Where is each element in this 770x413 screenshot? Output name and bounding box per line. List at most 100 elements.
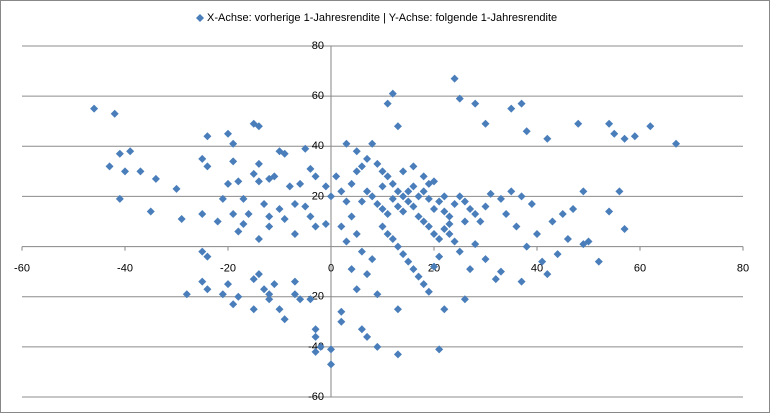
point [368,255,377,264]
point [373,290,382,299]
point [383,209,392,218]
point [620,225,629,234]
point [342,237,351,246]
point [548,217,557,226]
point [419,280,428,289]
point [605,119,614,128]
point [383,230,392,239]
point [357,247,366,256]
point [203,132,212,141]
point [435,235,444,244]
point [254,177,263,186]
point [543,134,552,143]
point [594,257,603,266]
point [445,212,454,221]
point [393,350,402,359]
point [265,290,274,299]
point [393,305,402,314]
x-tick-label: 80 [737,262,749,274]
point [126,147,135,156]
point [306,295,315,304]
point [337,307,346,316]
point [399,167,408,176]
point [115,149,124,158]
point [435,345,444,354]
point [419,172,428,181]
point [522,127,531,136]
point [234,177,243,186]
point [254,270,263,279]
point [414,212,423,221]
point [280,315,289,324]
point [151,174,160,183]
point [424,179,433,188]
point [404,197,413,206]
point [460,197,469,206]
point [409,162,418,171]
point [471,209,480,218]
point [393,242,402,251]
point [311,222,320,231]
point [301,202,310,211]
point [471,99,480,108]
point [239,220,248,229]
legend-label: X-Achse: vorherige 1-Jahresrendite | Y-A… [207,12,557,24]
point [275,305,284,314]
point [491,275,500,284]
x-tick-label: -40 [117,262,133,274]
point [450,74,459,83]
point [311,347,320,356]
point [569,204,578,213]
point [455,247,464,256]
x-tick-label: 0 [328,262,334,274]
point [290,199,299,208]
point [409,182,418,191]
point [584,237,593,246]
x-tick-label: 60 [634,262,646,274]
point [198,277,207,286]
point [414,192,423,201]
point [327,192,335,201]
point [646,122,655,131]
point [399,207,408,216]
point [517,277,526,286]
point [182,290,191,299]
point [507,187,516,196]
point [347,179,356,188]
point [393,122,402,131]
point [512,222,521,231]
point [533,230,541,239]
point [383,99,392,108]
point [527,199,536,208]
point [249,169,258,178]
legend: X-Achse: vorherige 1-Jahresrendite | Y-A… [196,12,557,24]
point [363,332,372,341]
point [224,179,232,188]
point [481,202,490,211]
point [455,192,464,201]
point [332,172,341,181]
point [311,172,320,181]
point [419,217,428,226]
point [280,214,289,223]
point [610,129,619,138]
point [388,89,397,98]
point [296,295,305,304]
point [352,167,361,176]
point [502,209,511,218]
point [357,197,366,206]
point [393,187,402,196]
point [399,250,408,259]
point [306,212,315,221]
point [605,207,614,216]
point [481,255,490,264]
y-tick-label: -60 [308,391,324,403]
point [579,187,588,196]
point [203,252,212,261]
y-tick-label: 80 [312,40,324,52]
point [378,222,387,231]
point [280,149,289,158]
point [373,199,382,208]
point [229,300,238,309]
